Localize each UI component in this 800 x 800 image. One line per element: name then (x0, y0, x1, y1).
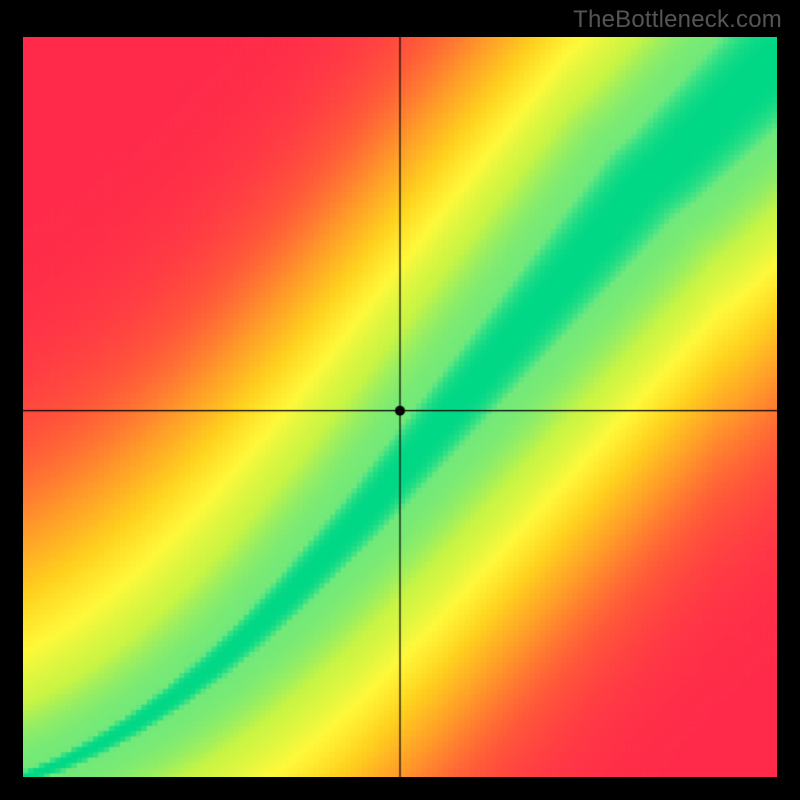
bottleneck-heatmap (23, 37, 777, 777)
watermark-text: TheBottleneck.com (573, 6, 782, 34)
